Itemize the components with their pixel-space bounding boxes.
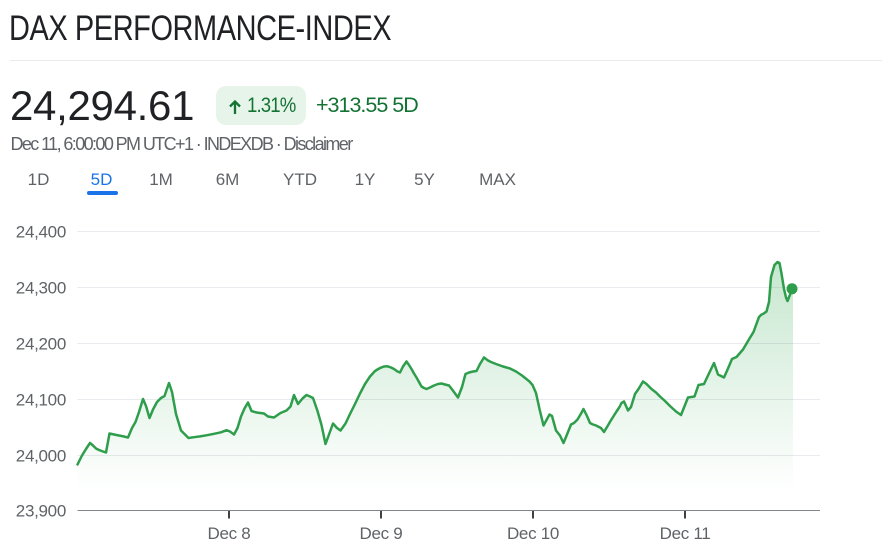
svg-text:24,200: 24,200	[16, 335, 66, 354]
svg-text:Dec 9: Dec 9	[360, 524, 403, 543]
svg-text:Dec 11: Dec 11	[660, 524, 711, 543]
svg-text:24,000: 24,000	[16, 447, 66, 466]
svg-text:24,300: 24,300	[16, 279, 66, 298]
svg-text:23,900: 23,900	[16, 502, 66, 521]
svg-text:24,100: 24,100	[16, 391, 66, 410]
svg-text:24,400: 24,400	[16, 223, 66, 242]
svg-text:Dec 10: Dec 10	[507, 524, 559, 543]
svg-text:Dec 8: Dec 8	[208, 524, 251, 543]
